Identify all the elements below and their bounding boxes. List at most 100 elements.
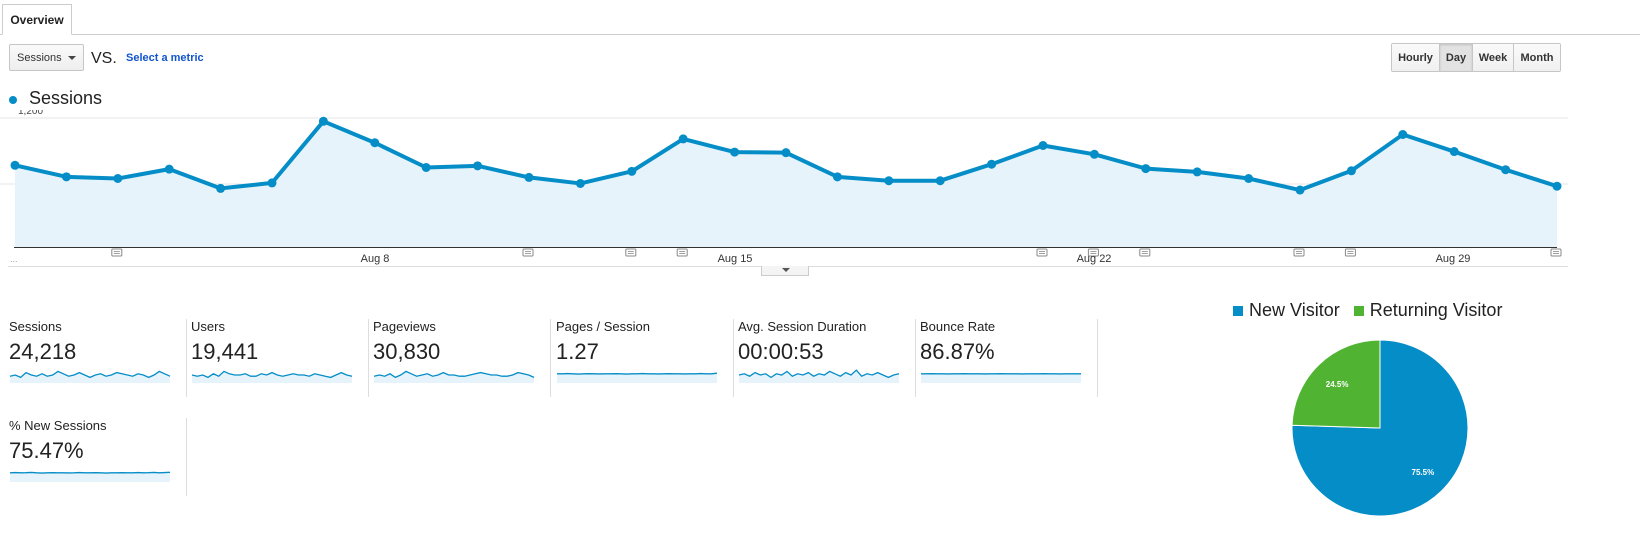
- sparkline-area: [10, 472, 170, 482]
- metric-value: 24,218: [9, 339, 77, 364]
- sparkline-line: [738, 369, 900, 379]
- chart-expander[interactable]: [761, 266, 809, 276]
- metric-sparkline: [9, 370, 171, 383]
- sessions-data-point[interactable]: [1192, 167, 1202, 177]
- annotation-icon[interactable]: [1293, 248, 1305, 257]
- sessions-data-point[interactable]: [1038, 141, 1048, 150]
- month-button[interactable]: Month: [1514, 44, 1560, 71]
- metric-value: 86.87%: [920, 339, 995, 364]
- tab-divider: [0, 34, 1640, 35]
- sessions-data-point[interactable]: [678, 134, 688, 144]
- tile-separator: [1097, 319, 1098, 397]
- sessions-data-point[interactable]: [421, 163, 431, 172]
- sessions-data-point[interactable]: [61, 172, 71, 182]
- sessions-data-point[interactable]: [524, 172, 534, 182]
- annotation-icon[interactable]: [1139, 248, 1151, 257]
- metric-value: 00:00:53: [738, 339, 824, 364]
- x-tick-label: Aug 22: [1077, 253, 1112, 265]
- y-tick-label: 1,200: [18, 110, 43, 117]
- sessions-data-point[interactable]: [1552, 181, 1562, 191]
- metric-label: Pageviews: [373, 319, 436, 334]
- annotation-icon[interactable]: [111, 248, 123, 257]
- sessions-data-point[interactable]: [1501, 165, 1511, 175]
- sessions-data-point[interactable]: [113, 174, 123, 183]
- sessions-data-point[interactable]: [1295, 185, 1305, 195]
- metric-value: 19,441: [191, 339, 259, 364]
- hourly-button[interactable]: Hourly: [1392, 44, 1440, 71]
- annotation-icon[interactable]: [1036, 248, 1048, 257]
- annotation-icon[interactable]: [522, 248, 534, 257]
- tab-overview[interactable]: Overview: [2, 4, 72, 35]
- annotation-icon[interactable]: [625, 248, 637, 257]
- sparkline-area: [557, 373, 717, 383]
- sessions-data-point[interactable]: [935, 176, 945, 186]
- sparkline-area: [192, 371, 352, 383]
- pie-slice[interactable]: [1291, 340, 1381, 429]
- annotation-icon[interactable]: [676, 248, 688, 257]
- tile-separator: [186, 418, 187, 496]
- pie-slice-label: 75.5%: [1412, 468, 1435, 477]
- sessions-data-point[interactable]: [1089, 149, 1099, 159]
- sessions-data-point[interactable]: [575, 178, 585, 188]
- sessions-legend-label: Sessions: [29, 88, 103, 108]
- sparkline-line: [373, 370, 535, 379]
- pie-legend-new-visitor: New Visitor: [1233, 300, 1340, 321]
- pie-legend-returning-visitor: Returning Visitor: [1353, 300, 1502, 321]
- tile-separator: [550, 319, 551, 397]
- week-button[interactable]: Week: [1473, 44, 1514, 71]
- sessions-data-point[interactable]: [10, 160, 20, 170]
- sparkline-area: [10, 371, 170, 383]
- sessions-data-point[interactable]: [730, 147, 740, 157]
- sessions-data-point[interactable]: [370, 138, 380, 148]
- sessions-data-point[interactable]: [832, 172, 842, 182]
- select-metric-link[interactable]: Select a metric: [126, 52, 204, 64]
- visitor-type-pie-chart[interactable]: 75.5% 24.5%: [1291, 340, 1471, 520]
- sessions-data-point[interactable]: [627, 166, 637, 176]
- sessions-data-point[interactable]: [318, 116, 328, 126]
- metric-value: 75.47%: [9, 438, 84, 463]
- pie-slice-label: 24.5%: [1326, 380, 1349, 389]
- metric-label: % New Sessions: [9, 418, 107, 433]
- sessions-legend-dot: [9, 96, 17, 104]
- annotation-icon[interactable]: [1087, 248, 1099, 257]
- day-button[interactable]: Day: [1440, 44, 1473, 71]
- metric-sparkline: [373, 370, 535, 383]
- tile-separator: [733, 319, 734, 397]
- sessions-data-point[interactable]: [1449, 147, 1459, 157]
- x-tick-label: Aug 8: [361, 253, 390, 265]
- metric-select[interactable]: Sessions: [9, 44, 84, 71]
- metric-tile[interactable]: % New Sessions 75.47%: [9, 418, 187, 498]
- sessions-data-point[interactable]: [1141, 164, 1151, 174]
- sparkline-line: [9, 370, 171, 379]
- metric-value: 30,830: [373, 339, 441, 364]
- metric-label: Avg. Session Duration: [738, 319, 867, 334]
- sessions-data-point[interactable]: [987, 159, 997, 169]
- metric-tile[interactable]: Sessions 24,218: [9, 319, 187, 399]
- sessions-data-point[interactable]: [1346, 166, 1356, 176]
- sessions-data-point[interactable]: [473, 161, 483, 171]
- sessions-data-point[interactable]: [1244, 174, 1254, 183]
- metric-tile[interactable]: Users 19,441: [191, 319, 369, 399]
- metric-value: 1.27: [556, 339, 599, 364]
- metric-sparkline: [9, 471, 171, 482]
- new-visitor-swatch: [1233, 305, 1243, 316]
- chevron-down-icon: [782, 268, 790, 272]
- annotation-icon[interactable]: [1344, 248, 1356, 257]
- metric-label: Sessions: [9, 319, 62, 334]
- metric-label: Pages / Session: [556, 319, 650, 334]
- sparkline-line: [557, 372, 718, 375]
- sessions-data-point[interactable]: [1398, 130, 1408, 139]
- metric-tile[interactable]: Pageviews 30,830: [373, 319, 551, 399]
- sessions-area: [15, 121, 1557, 247]
- annotation-icon[interactable]: [1550, 248, 1562, 257]
- sessions-data-point[interactable]: [216, 183, 226, 193]
- metric-tile[interactable]: Bounce Rate 86.87%: [920, 319, 1098, 399]
- sessions-data-point[interactable]: [781, 148, 791, 158]
- sparkline-area: [739, 370, 899, 383]
- sessions-data-point[interactable]: [267, 178, 277, 188]
- sessions-data-point[interactable]: [884, 176, 894, 186]
- sessions-data-point[interactable]: [164, 164, 174, 174]
- metric-tile[interactable]: Pages / Session 1.27: [556, 319, 734, 399]
- metric-tile[interactable]: Avg. Session Duration 00:00:53: [738, 319, 916, 399]
